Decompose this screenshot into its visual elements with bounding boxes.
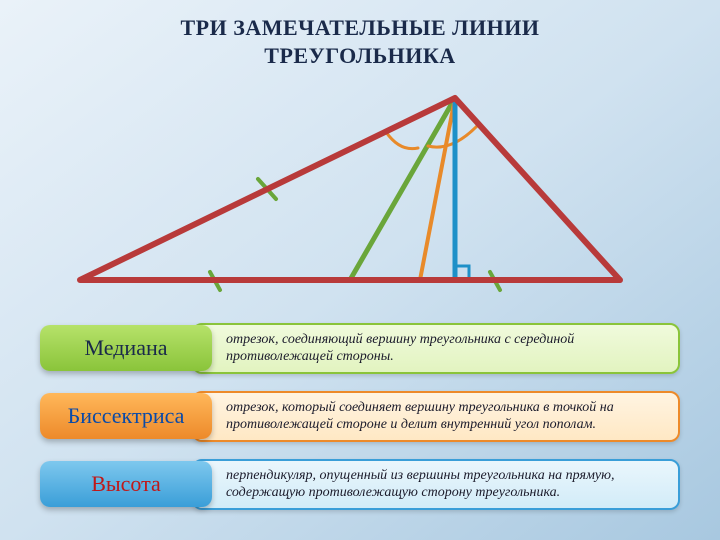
term-label: Медиана <box>84 335 167 361</box>
term-label: Биссектриса <box>68 403 185 429</box>
page-title: ТРИ ЗАМЕЧАТЕЛЬНЫЕ ЛИНИИ ТРЕУГОЛЬНИКА <box>0 0 720 69</box>
term-chip: Высота <box>40 461 212 507</box>
definition-text: отрезок, который соединяет вершину треуг… <box>226 399 664 434</box>
definition-row: Биссектриса отрезок, который соединяет ве… <box>40 388 680 444</box>
term-chip: Биссектриса <box>40 393 212 439</box>
definition-box: отрезок, который соединяет вершину треуг… <box>192 391 680 442</box>
triangle-outline <box>80 98 620 280</box>
term-label: Высота <box>91 471 161 497</box>
definition-box: перпендикуляр, опущенный из вершины треу… <box>192 459 680 510</box>
title-line-2: ТРЕУГОЛЬНИКА <box>0 42 720 70</box>
definition-row: Высота перпендикуляр, опущенный из вершин… <box>40 456 680 512</box>
definition-box: отрезок, соединяющий вершину треугольник… <box>192 323 680 374</box>
definition-text: отрезок, соединяющий вершину треугольник… <box>226 331 664 366</box>
term-chip: Медиана <box>40 325 212 371</box>
triangle-diagram <box>60 80 640 310</box>
definitions-list: Медиана отрезок, соединяющий вершину треу… <box>40 320 680 524</box>
definition-text: перпендикуляр, опущенный из вершины треу… <box>226 467 664 502</box>
bisector-arc-left <box>386 132 418 149</box>
definition-row: Медиана отрезок, соединяющий вершину треу… <box>40 320 680 376</box>
title-line-1: ТРИ ЗАМЕЧАТЕЛЬНЫЕ ЛИНИИ <box>0 14 720 42</box>
